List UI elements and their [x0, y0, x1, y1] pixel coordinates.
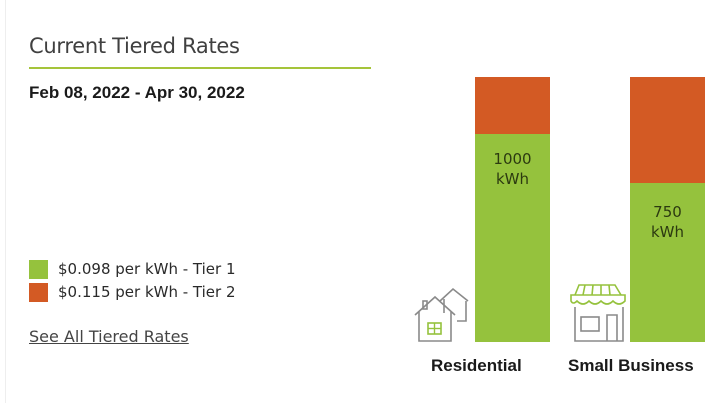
bar-residential-value: 1000: [493, 150, 532, 168]
category-label-residential: Residential: [431, 356, 522, 375]
bar-residential-unit: kWh: [495, 170, 530, 188]
bar-small-business-value: 750: [653, 203, 682, 221]
card-left-border: [5, 0, 6, 403]
bar-small-business: 750 kWh: [630, 77, 705, 342]
bar-small-business-tier-2: [630, 77, 705, 183]
legend-label-tier-1: $0.098 per kWh - Tier 1: [58, 260, 236, 278]
bar-residential: 1000 kWh: [475, 77, 550, 342]
bar-residential-tier-1: 1000 kWh: [475, 134, 550, 342]
house-icon: [414, 287, 469, 342]
category-label-small-business: Small Business: [568, 356, 694, 375]
bar-residential-tier-2: [475, 77, 550, 134]
section-title: Current Tiered Rates: [29, 34, 240, 58]
date-range: Feb 08, 2022 - Apr 30, 2022: [29, 83, 245, 102]
title-underline: [29, 67, 371, 69]
tier-1-swatch: [29, 260, 48, 279]
legend-label-tier-2: $0.115 per kWh - Tier 2: [58, 283, 236, 301]
bar-small-business-tier-1: 750 kWh: [630, 183, 705, 342]
storefront-icon: [570, 284, 626, 342]
bar-small-business-unit: kWh: [650, 223, 685, 241]
see-all-tiered-rates-link[interactable]: See All Tiered Rates: [29, 327, 189, 346]
tier-2-swatch: [29, 283, 48, 302]
